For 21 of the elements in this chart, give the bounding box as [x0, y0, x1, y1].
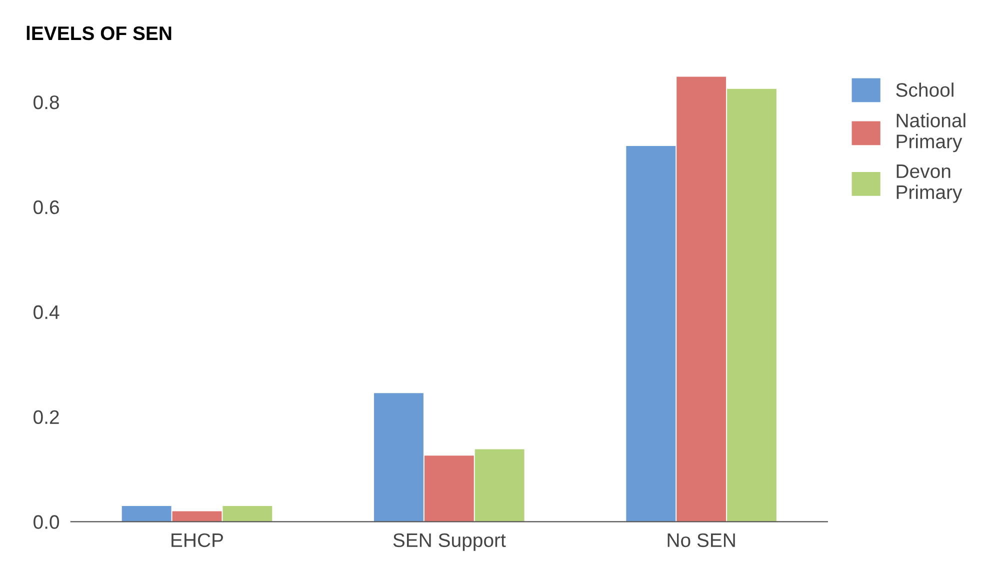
bar: [172, 511, 222, 522]
y-tick-label: 0.2: [34, 410, 59, 424]
bar: [727, 88, 776, 522]
bar: [626, 146, 676, 522]
x-tick-label: EHCP: [172, 533, 223, 548]
chart-title: lEVELS OF SEN: [26, 26, 172, 40]
bar: [676, 76, 726, 522]
legend-label: National Primary: [896, 113, 966, 152]
bar: [474, 449, 524, 522]
bar: [374, 393, 424, 522]
y-tick-label: 0.4: [34, 305, 60, 320]
legend-label: Devon Primary: [896, 164, 962, 203]
bar: [122, 506, 172, 522]
bar: [424, 456, 474, 522]
y-tick-label: 0.0: [34, 515, 60, 529]
x-tick-label: SEN Support: [393, 533, 506, 551]
y-tick-label: 0.8: [34, 95, 59, 110]
x-tick-label: No SEN: [668, 533, 735, 548]
legend-label: School: [896, 82, 954, 97]
bar: [222, 506, 272, 522]
y-tick-label: 0.6: [34, 200, 59, 214]
